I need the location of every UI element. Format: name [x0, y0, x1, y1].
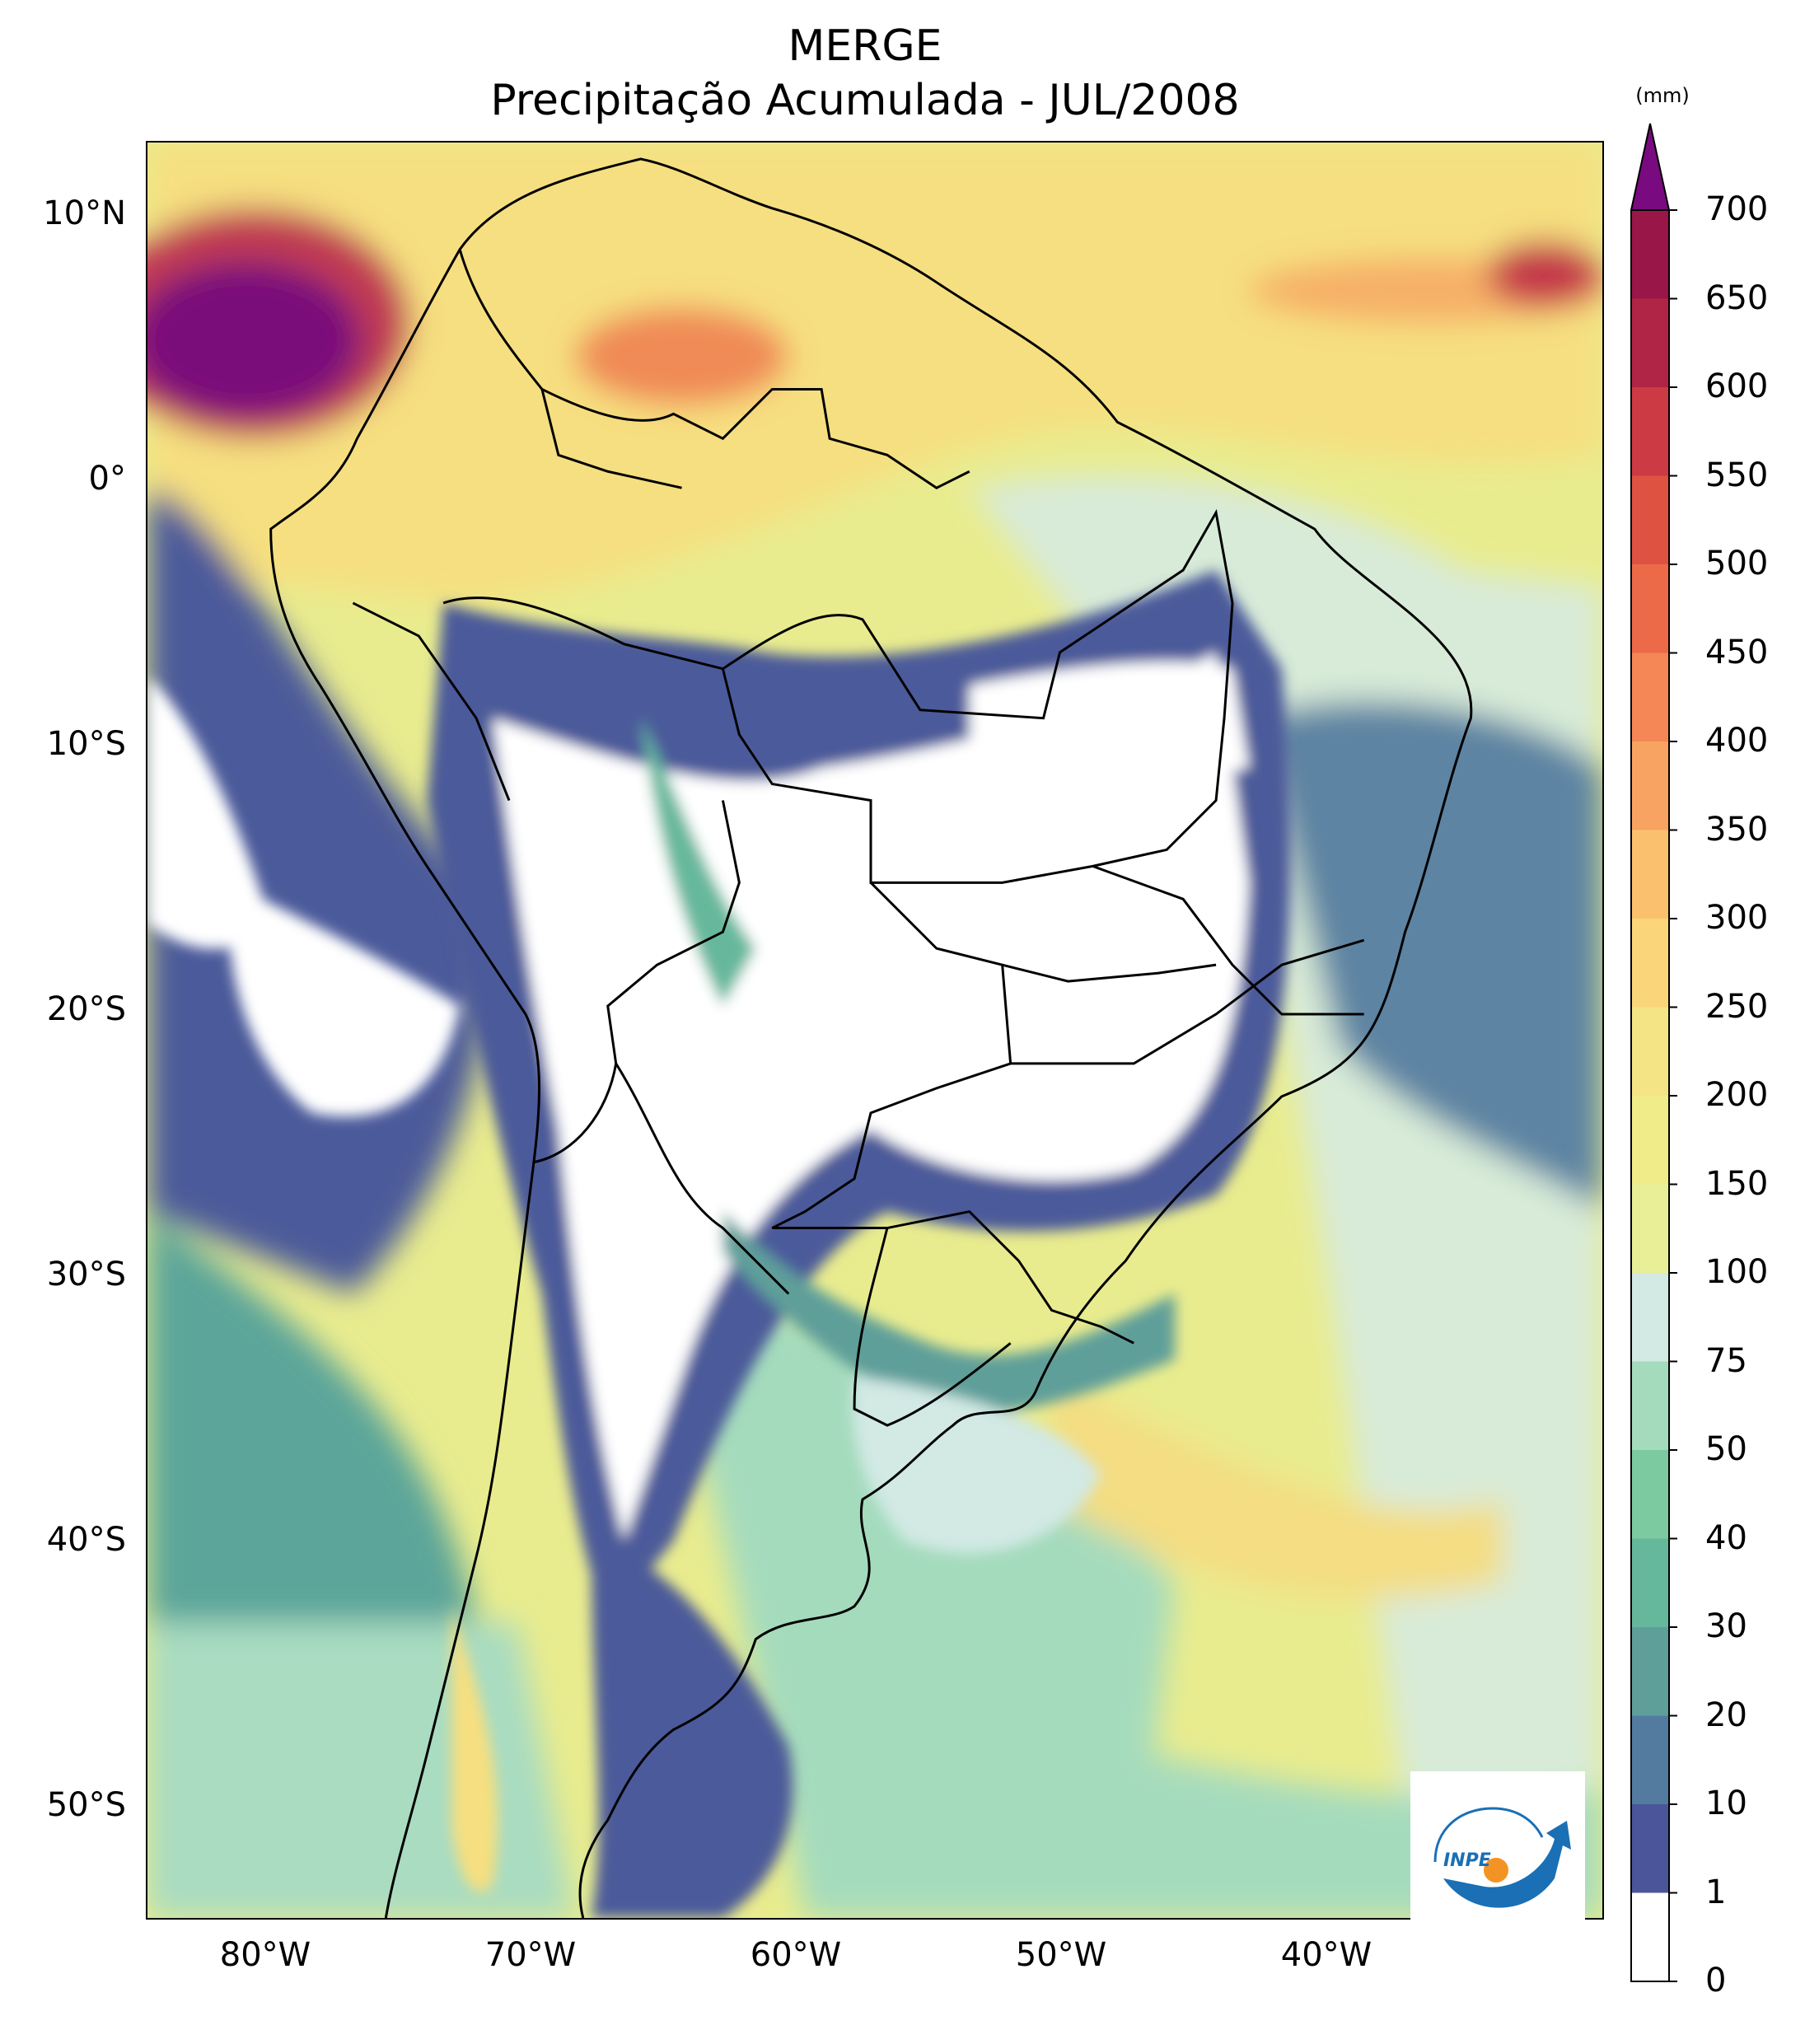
colorbar-segment: [1631, 1450, 1669, 1539]
lat-label-10n: 10°N: [43, 194, 126, 232]
colorbar-tick-label: 200: [1705, 1076, 1769, 1114]
colorbar-segment: [1631, 1627, 1669, 1716]
colorbar-segment: [1631, 1804, 1669, 1893]
colorbar-segment: [1631, 1538, 1669, 1627]
svg-text:INPE: INPE: [1443, 1850, 1491, 1871]
colorbar-tick-label: 75: [1705, 1341, 1747, 1380]
lat-label-10s: 10°S: [46, 725, 126, 763]
lat-label-30s: 30°S: [46, 1256, 126, 1293]
colorbar-segment: [1631, 1007, 1669, 1096]
lon-label-80w: 80°W: [219, 1936, 311, 1974]
colorbar-tick-label: 10: [1705, 1784, 1747, 1822]
colorbar-tick-label: 550: [1705, 456, 1769, 494]
colorbar-segment: [1631, 1715, 1669, 1804]
inpe-logo: INPE: [1410, 1771, 1585, 1944]
colorbar-tick-label: 100: [1705, 1253, 1769, 1291]
colorbar-unit: (mm): [1635, 84, 1690, 107]
lon-label-60w: 60°W: [750, 1936, 842, 1974]
colorbar-segment: [1631, 387, 1669, 476]
lon-label-40w: 40°W: [1280, 1936, 1372, 1974]
precipitation-field: [147, 143, 1602, 1918]
colorbar-tick-label: 650: [1705, 278, 1769, 317]
country-borders: [269, 157, 1473, 1918]
precipitation-map: [146, 141, 1604, 1920]
inpe-logo-icon: INPE: [1433, 1807, 1571, 1908]
colorbar-tick-label: 0: [1705, 1962, 1727, 2000]
colorbar-segment: [1631, 298, 1669, 387]
colorbar-tick-label: 600: [1705, 367, 1769, 405]
colorbar-segment: [1631, 1273, 1669, 1362]
map-subtitle: Precipitação Acumulada - JUL/2008: [490, 76, 1240, 125]
lat-label-0: 0°: [88, 460, 126, 498]
colorbar-segment: [1631, 475, 1669, 564]
colorbar-segment: [1631, 564, 1669, 653]
colorbar: [1630, 123, 1677, 1982]
colorbar-tick-label: 500: [1705, 545, 1769, 582]
colorbar-tick-label: 450: [1705, 633, 1769, 671]
colorbar-segment: [1631, 830, 1669, 919]
colorbar-segment: [1631, 741, 1669, 830]
lat-label-20s: 20°S: [46, 990, 126, 1028]
colorbar-tick-label: 50: [1705, 1430, 1747, 1468]
colorbar-tick-label: 250: [1705, 987, 1769, 1026]
colorbar-tick-label: 150: [1705, 1164, 1769, 1203]
lat-label-40s: 40°S: [46, 1521, 126, 1559]
colorbar-segment: [1631, 1361, 1669, 1450]
lon-label-70w: 70°W: [484, 1936, 577, 1974]
colorbar-tick-label: 40: [1705, 1518, 1747, 1557]
lat-label-50s: 50°S: [46, 1786, 126, 1824]
colorbar-tick-label: 400: [1705, 722, 1769, 760]
colorbar-tick-label: 30: [1705, 1607, 1747, 1645]
colorbar-tick-label: 350: [1705, 810, 1769, 849]
colorbar-tick-label: 20: [1705, 1696, 1747, 1734]
colorbar-segment: [1631, 919, 1669, 1008]
colorbar-tick-label: 700: [1705, 190, 1769, 228]
colorbar-segment: [1631, 1096, 1669, 1185]
colorbar-tick-label: 300: [1705, 899, 1769, 937]
map-title: MERGE: [788, 21, 942, 71]
colorbar-segment: [1631, 210, 1669, 299]
colorbar-segment: [1631, 652, 1669, 741]
colorbar-segment: [1631, 1184, 1669, 1273]
colorbar-extend-arrow: [1630, 123, 1671, 211]
colorbar-tick-label: 1: [1705, 1873, 1727, 1911]
colorbar-segment: [1631, 1892, 1669, 1981]
lon-label-50w: 50°W: [1015, 1936, 1107, 1974]
